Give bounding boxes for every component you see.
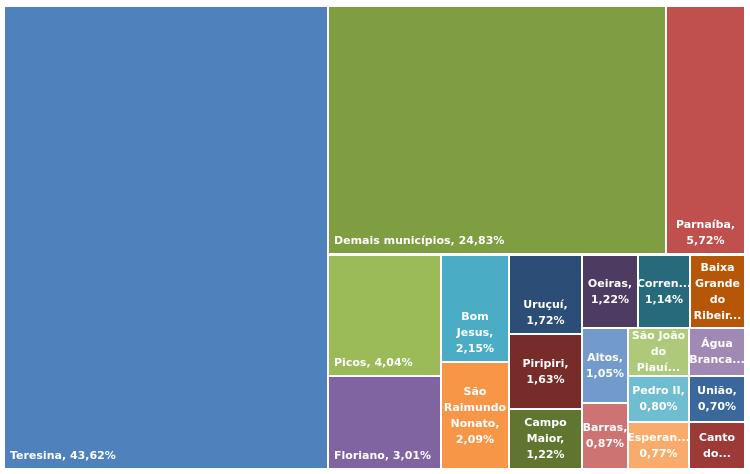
data-label: Oeiras, 1,22% bbox=[587, 276, 633, 306]
data-label: Água Branca... bbox=[689, 337, 745, 366]
data-label: Esperan... 0,77% bbox=[627, 430, 690, 460]
treemap-cell-oeiras: Oeiras, 1,22% bbox=[583, 256, 637, 327]
treemap-cell-piripiri: Piripiri, 1,63% bbox=[510, 335, 581, 408]
data-label: São Raimundo Nonato, 2,09% bbox=[443, 384, 507, 446]
data-label: Picos, 4,04% bbox=[334, 356, 413, 369]
data-label: União, 0,70% bbox=[697, 384, 737, 413]
treemap-cell-água-branca: Água Branca... bbox=[689, 329, 745, 375]
data-label: São João do Piauí... bbox=[631, 329, 686, 374]
treemap-cell-picos: Picos, 4,04% bbox=[329, 256, 440, 375]
treemap-cell-união: União, 0,70% bbox=[690, 377, 744, 421]
data-label: Demais municípios, 24,83% bbox=[334, 234, 505, 247]
treemap-cell-bom-jesus: Bom Jesus, 2,15% bbox=[442, 256, 508, 361]
data-label: Bom Jesus, 2,15% bbox=[455, 310, 495, 355]
data-label: Pedro II, 0,80% bbox=[632, 384, 685, 413]
treemap-cell-são-joão-do-piauí: São João do Piauí... bbox=[629, 329, 688, 375]
treemap-cell-teresina: Teresina, 43,62% bbox=[5, 7, 327, 468]
treemap-cell-parnaíba: Parnaíba, 5,72% bbox=[667, 7, 744, 253]
treemap-cell-floriano: Floriano, 3,01% bbox=[329, 377, 440, 468]
data-label: Campo Maior, 1,22% bbox=[524, 416, 567, 461]
data-label: Floriano, 3,01% bbox=[334, 449, 432, 462]
data-label: Barras, 0,87% bbox=[582, 421, 628, 450]
data-label: Piripiri, 1,63% bbox=[522, 356, 569, 386]
treemap-cell-uruçuí: Uruçuí, 1,72% bbox=[510, 256, 581, 333]
data-label: Canto do... bbox=[698, 430, 736, 460]
data-label: Corren... 1,14% bbox=[636, 276, 692, 306]
treemap-cell-pedro-ii: Pedro II, 0,80% bbox=[629, 377, 688, 421]
treemap-cell-altos: Altos, 1,05% bbox=[583, 329, 627, 402]
treemap-cell-campo-maior: Campo Maior, 1,22% bbox=[510, 410, 581, 468]
treemap-cell-canto-do: Canto do... bbox=[690, 423, 744, 468]
treemap-cell-baixa-grande-do-ribeir: Baixa Grande do Ribeir... bbox=[691, 256, 744, 327]
treemap-cell-corren: Corren... 1,14% bbox=[636, 256, 692, 327]
data-label: Altos, 1,05% bbox=[585, 350, 625, 380]
data-label: Parnaíba, 5,72% bbox=[675, 218, 736, 247]
data-label: Teresina, 43,62% bbox=[10, 449, 116, 462]
data-label: Uruçuí, 1,72% bbox=[523, 298, 568, 327]
treemap-cell-demais-municípios: Demais municípios, 24,83% bbox=[329, 7, 665, 253]
treemap-cell-barras: Barras, 0,87% bbox=[583, 404, 627, 468]
data-label: Baixa Grande do Ribeir... bbox=[693, 260, 742, 322]
treemap-cell-esperan: Esperan... 0,77% bbox=[627, 423, 690, 468]
treemap-cell-são-raimundo-nonato: São Raimundo Nonato, 2,09% bbox=[442, 363, 508, 468]
